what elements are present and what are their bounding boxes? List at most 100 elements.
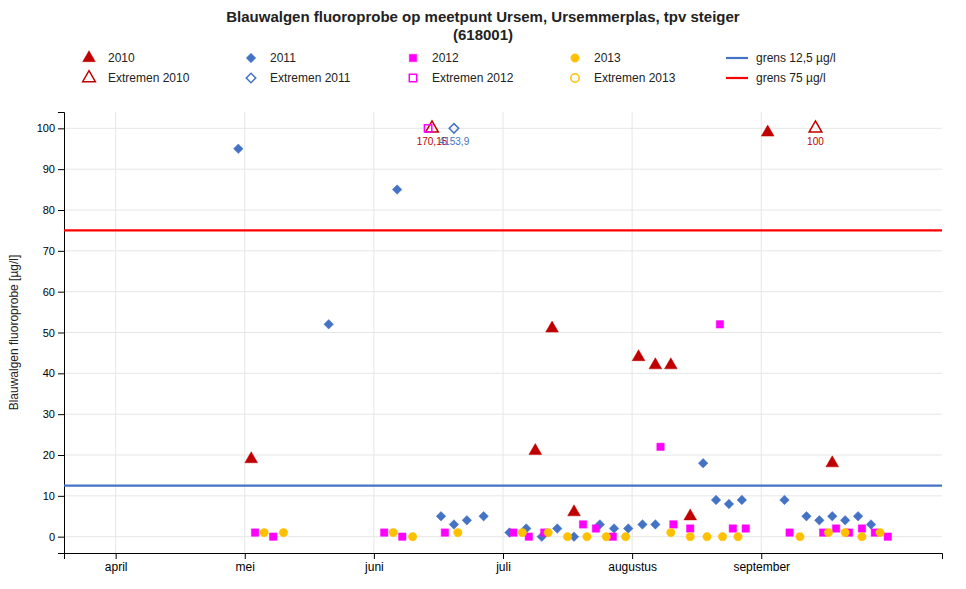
- legend-symbol: [726, 77, 748, 79]
- extreme-point: [449, 124, 458, 133]
- x-tick: juni: [364, 553, 384, 574]
- y-tick: 40: [43, 367, 64, 379]
- legend-label: 2013: [594, 51, 621, 65]
- y-tick: 30: [43, 408, 64, 420]
- y-tick-label: 50: [43, 327, 55, 339]
- y-tick-mark: [58, 292, 64, 293]
- point: [716, 321, 723, 328]
- legend-item: Extremen 2012: [409, 71, 513, 85]
- grid-line: [761, 112, 762, 553]
- legend-item: 2013: [571, 51, 621, 65]
- point: [684, 509, 697, 520]
- point: [858, 532, 866, 540]
- point: [853, 512, 862, 521]
- y-tick-mark: [58, 128, 64, 129]
- point: [389, 528, 397, 536]
- x-axis: april mei juni juli augustus september: [65, 553, 943, 574]
- y-tick-label: 90: [43, 163, 55, 175]
- legend-item: 2011: [246, 51, 296, 65]
- y-tick: 10: [43, 490, 64, 502]
- legend-symbol: [409, 74, 416, 81]
- title-line: (618001): [453, 26, 513, 43]
- x-tick-label: september: [733, 560, 790, 574]
- y-tick: 70: [43, 245, 64, 257]
- point: [703, 532, 711, 540]
- legend-item: Extremen 2010: [83, 71, 190, 86]
- point: [780, 495, 789, 504]
- x-tick: september: [733, 553, 790, 574]
- point: [399, 533, 406, 540]
- extreme-point: [424, 125, 431, 132]
- legend-label: 2012: [432, 51, 459, 65]
- x-tick-mark: [245, 553, 246, 559]
- point: [568, 505, 581, 516]
- point: [381, 529, 388, 536]
- point: [866, 520, 875, 529]
- grid-line: [373, 112, 374, 553]
- point: [518, 528, 526, 536]
- reference-line: [64, 229, 942, 231]
- point: [832, 525, 839, 532]
- point: [638, 520, 647, 529]
- y-tick: 90: [43, 163, 64, 175]
- point: [479, 512, 488, 521]
- legend-label: grens 75 µg/l: [756, 71, 826, 85]
- point: [544, 528, 552, 536]
- legend-label: Extremen 2010: [108, 71, 190, 85]
- point: [251, 529, 258, 536]
- point: [761, 125, 774, 136]
- x-tick-mark: [374, 553, 375, 559]
- legend-item: Extremen 2011: [246, 71, 351, 85]
- point: [632, 350, 645, 361]
- grid-line: [115, 112, 116, 553]
- point: [454, 528, 462, 536]
- point: [802, 512, 811, 521]
- legend-symbol: [83, 51, 96, 62]
- point: [796, 532, 804, 540]
- y-tick-mark: [58, 455, 64, 456]
- point: [260, 528, 268, 536]
- legend-symbol: [571, 54, 579, 62]
- point: [724, 499, 733, 508]
- legend-label: Extremen 2011: [270, 71, 351, 85]
- annotation: 100: [807, 136, 824, 147]
- point: [824, 528, 832, 536]
- legend-symbol: [571, 74, 579, 82]
- point: [546, 321, 559, 332]
- point: [841, 528, 849, 536]
- marks: [64, 121, 942, 541]
- x-tick-label: augustus: [608, 560, 657, 574]
- y-axis-title: Blauwalgen fluoroprobe [µg/l]: [7, 255, 21, 411]
- point: [858, 525, 865, 532]
- point: [698, 458, 707, 467]
- annotations: 170,151004153,9: [417, 136, 825, 147]
- y-tick-mark: [58, 414, 64, 415]
- y-tick-mark: [58, 333, 64, 334]
- point: [592, 525, 599, 532]
- point: [718, 532, 726, 540]
- legend-item: 2012: [409, 51, 459, 65]
- point: [686, 532, 694, 540]
- chart: Blauwalgen fluoroprobe op meetpunt Ursem…: [0, 0, 966, 589]
- x-tick-mark: [761, 553, 762, 559]
- grid-line: [632, 112, 633, 553]
- point: [408, 532, 416, 540]
- point: [667, 528, 675, 536]
- y-tick-mark: [58, 537, 64, 538]
- title-line: Blauwalgen fluoroprobe op meetpunt Ursem…: [226, 8, 740, 25]
- x-tick: april: [105, 553, 128, 574]
- legend-item: grens 75 µg/l: [726, 71, 826, 85]
- y-axis: 0102030405060708090100: [37, 113, 65, 554]
- y-tick-mark: [58, 373, 64, 374]
- point: [786, 529, 793, 536]
- point: [245, 452, 258, 463]
- legend-label: grens 12,5 µg/l: [756, 51, 836, 65]
- x-tick-mark: [116, 553, 117, 559]
- x-tick: juli: [495, 553, 511, 574]
- y-tick-label: 20: [43, 449, 55, 461]
- point: [815, 516, 824, 525]
- point: [579, 521, 586, 528]
- point: [449, 520, 458, 529]
- point: [876, 528, 884, 536]
- x-tick: mei: [236, 553, 255, 574]
